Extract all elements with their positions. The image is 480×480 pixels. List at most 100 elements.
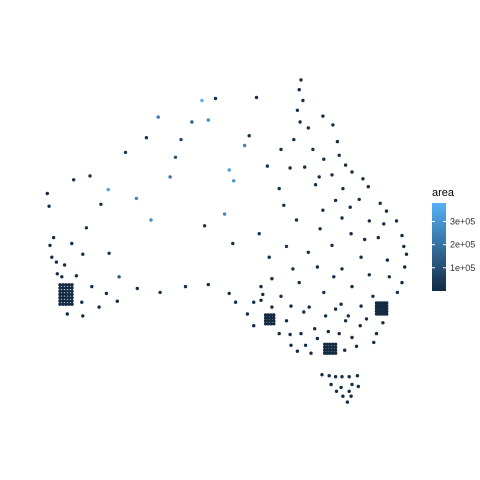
data-point [61, 292, 65, 297]
data-point [269, 313, 273, 317]
data-point [263, 322, 268, 326]
data-point [331, 351, 335, 355]
data-point [335, 139, 340, 144]
data-point [231, 241, 235, 246]
data-point [299, 331, 303, 336]
data-point [97, 305, 101, 309]
data-point [333, 307, 338, 311]
data-point [267, 255, 271, 259]
data-point [347, 389, 351, 393]
data-point [313, 327, 317, 331]
data-point [58, 286, 62, 290]
data-point [291, 267, 295, 271]
data-point [331, 348, 335, 352]
data-point [70, 241, 74, 246]
data-point [341, 394, 345, 398]
data-point [80, 300, 84, 304]
data-point [339, 385, 343, 390]
data-point [269, 319, 273, 323]
data-point [297, 280, 301, 285]
data-point [374, 312, 379, 316]
data-point [106, 187, 110, 192]
data-point [269, 316, 273, 320]
data-point [104, 291, 109, 296]
data-point [374, 331, 379, 336]
data-point [117, 275, 121, 279]
data-point [325, 351, 330, 355]
legend-colorbar [432, 203, 446, 291]
data-point [337, 153, 341, 157]
data-point [385, 304, 389, 308]
data-point [345, 400, 350, 404]
data-point [333, 345, 338, 349]
data-point [374, 306, 379, 311]
data-point [134, 196, 139, 201]
data-point [328, 342, 332, 346]
data-point [232, 179, 236, 183]
data-point [266, 322, 270, 326]
data-point [88, 174, 92, 178]
data-point [303, 165, 307, 169]
data-point [379, 304, 384, 308]
data-point [270, 277, 274, 281]
data-point [374, 304, 379, 308]
data-point [306, 250, 310, 254]
data-point [385, 306, 389, 311]
data-point [58, 296, 62, 300]
data-point [328, 351, 332, 355]
data-point [367, 273, 371, 277]
data-point [200, 98, 204, 103]
data-point [45, 191, 49, 196]
data-point [190, 120, 194, 124]
data-point [48, 243, 52, 248]
data-point [70, 296, 74, 300]
data-point [168, 175, 172, 179]
data-point [306, 126, 310, 130]
data-point [242, 143, 247, 148]
data-point [315, 265, 320, 269]
data-point [330, 243, 334, 248]
data-point [385, 258, 390, 262]
data-point [343, 319, 348, 323]
data-point [266, 319, 270, 323]
data-point [50, 255, 54, 259]
data-point [329, 382, 333, 387]
data-point [340, 216, 344, 220]
legend-tick-label: 3e+05 [450, 217, 475, 227]
legend-ticks: 1e+05 2e+05 3e+05 [432, 217, 475, 273]
data-point [144, 136, 149, 140]
data-point [403, 265, 407, 269]
data-point [321, 208, 325, 212]
data-point [378, 201, 382, 205]
data-point [333, 351, 338, 355]
data-point [307, 305, 311, 309]
data-point [67, 286, 71, 290]
data-point [64, 296, 68, 300]
data-point [371, 294, 375, 298]
data-point [289, 304, 293, 308]
legend-tick-label: 1e+05 [450, 263, 475, 273]
data-point [259, 284, 263, 289]
data-point [149, 218, 153, 222]
data-point [67, 296, 71, 300]
data-point [325, 348, 330, 352]
data-point [382, 309, 386, 313]
data-point [354, 344, 359, 348]
data-point [99, 202, 103, 206]
data-point [284, 319, 289, 323]
data-point [387, 275, 391, 279]
data-point [58, 283, 62, 287]
data-point [65, 312, 70, 316]
data-point [179, 137, 183, 142]
data-point [372, 340, 376, 345]
data-point [277, 186, 281, 191]
data-point [227, 168, 231, 172]
data-point [272, 316, 276, 320]
data-point [382, 306, 386, 311]
data-point [81, 252, 85, 256]
data-point [295, 108, 300, 113]
data-point [379, 312, 384, 316]
data-point [272, 313, 276, 317]
